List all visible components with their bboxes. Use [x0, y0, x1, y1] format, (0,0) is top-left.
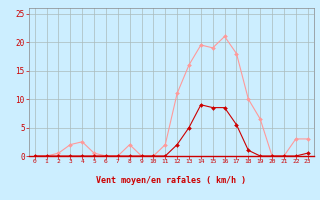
X-axis label: Vent moyen/en rafales ( km/h ): Vent moyen/en rafales ( km/h )	[96, 176, 246, 185]
